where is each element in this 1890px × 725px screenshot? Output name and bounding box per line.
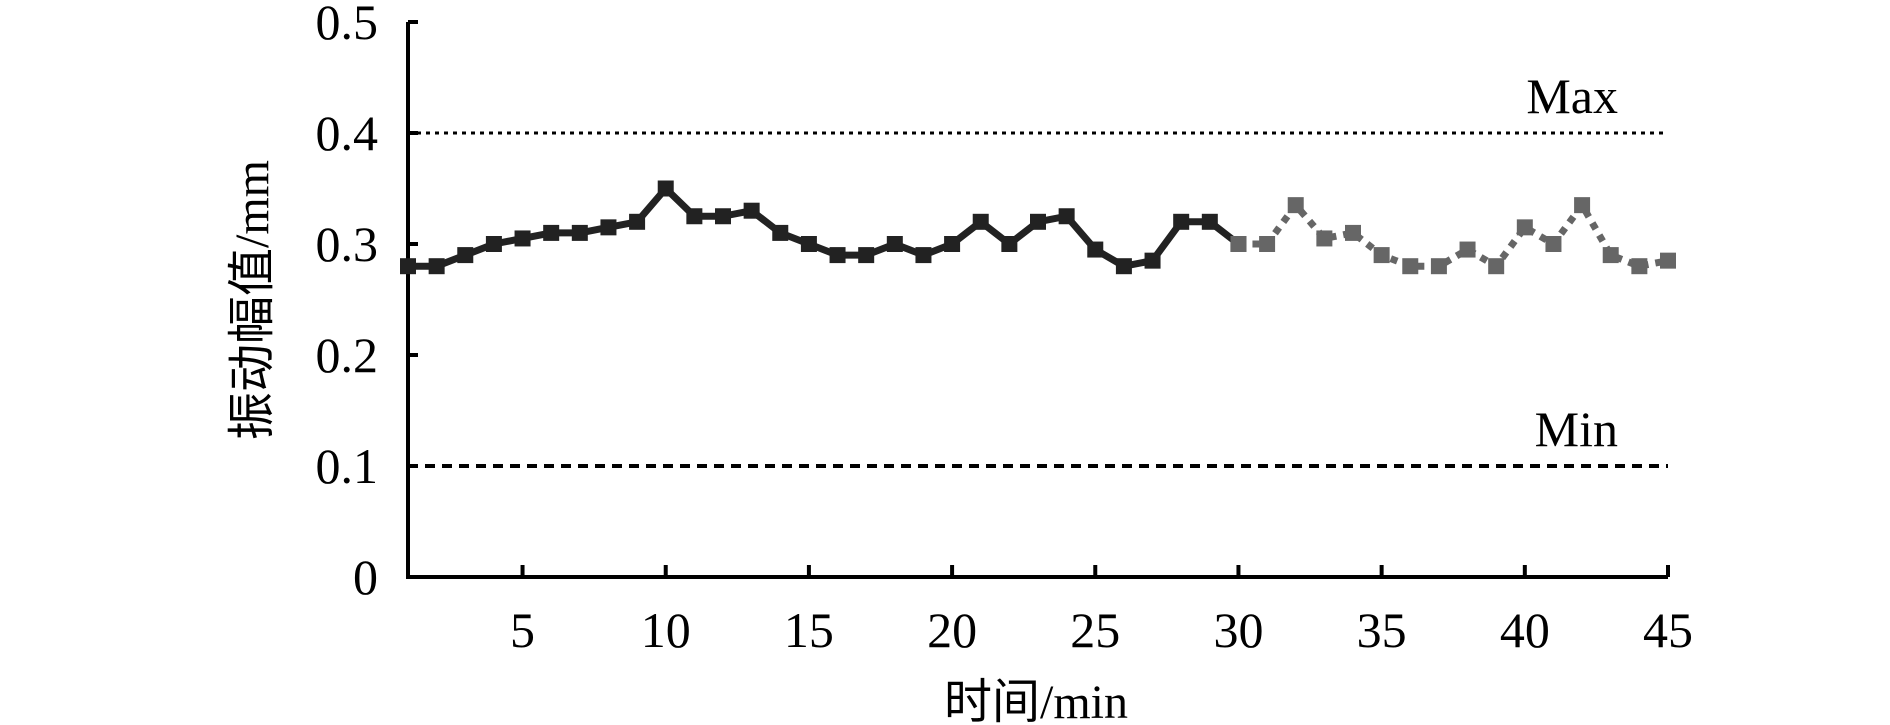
data-point xyxy=(1259,236,1276,252)
data-point xyxy=(1087,241,1104,258)
data-point xyxy=(829,247,846,264)
data-point xyxy=(1459,241,1476,258)
x-tick-label: 5 xyxy=(510,602,535,658)
data-point xyxy=(1660,252,1676,269)
x-tick-label: 20 xyxy=(927,602,977,658)
x-ticks: 5 10 15 20 25 30 35 40 45 xyxy=(510,565,1693,658)
data-point xyxy=(1115,258,1132,275)
data-point xyxy=(743,202,760,219)
data-point xyxy=(886,236,903,252)
y-axis-title: 振动幅值/mm xyxy=(226,160,279,440)
data-point xyxy=(915,247,932,264)
data-point xyxy=(514,230,531,247)
y-ticks: 0 0.1 0.2 0.3 0.4 0.5 xyxy=(316,0,418,605)
series-line-1 xyxy=(408,185,1241,270)
data-point xyxy=(543,224,560,241)
x-tick-label: 15 xyxy=(784,602,834,658)
data-point xyxy=(485,236,502,252)
data-point xyxy=(571,224,588,241)
y-tick-label: 0.1 xyxy=(316,438,379,494)
data-point xyxy=(1602,247,1619,264)
data-point xyxy=(972,213,989,230)
series-line-2 xyxy=(1238,201,1669,270)
x-axis-title: 时间/min xyxy=(944,676,1128,725)
data-point xyxy=(1058,208,1075,225)
x-tick-label: 45 xyxy=(1643,602,1693,658)
data-point xyxy=(1201,213,1218,230)
series-layer xyxy=(400,180,1676,275)
y-tick-label: 0 xyxy=(353,549,378,605)
data-point xyxy=(1516,219,1533,236)
x-tick-label: 10 xyxy=(641,602,691,658)
data-point xyxy=(1345,224,1361,241)
data-point xyxy=(1430,258,1447,275)
data-point xyxy=(457,247,474,264)
data-point xyxy=(858,247,875,264)
data-point xyxy=(715,208,731,225)
x-tick-label: 40 xyxy=(1500,602,1550,658)
y-tick-label: 0.3 xyxy=(316,216,379,272)
data-point xyxy=(800,236,817,252)
data-point xyxy=(657,180,674,197)
data-point xyxy=(1402,258,1419,275)
reference-lines: Max Min xyxy=(408,68,1668,468)
data-point xyxy=(686,208,703,225)
y-tick-label: 0.2 xyxy=(316,327,379,383)
data-point xyxy=(1287,197,1304,214)
axes xyxy=(406,22,1668,579)
data-point xyxy=(1230,236,1247,252)
data-point xyxy=(1316,230,1333,247)
data-point xyxy=(1001,236,1018,252)
data-point xyxy=(944,236,961,252)
data-point xyxy=(400,258,416,275)
x-tick-label: 35 xyxy=(1357,602,1407,658)
data-point xyxy=(1574,197,1591,214)
x-tick-label: 25 xyxy=(1070,602,1120,658)
data-point xyxy=(1030,213,1046,230)
data-point xyxy=(1488,258,1505,275)
y-tick-label: 0.5 xyxy=(316,0,379,50)
data-point xyxy=(1144,252,1161,269)
data-point xyxy=(1173,213,1190,230)
reference-label-max: Max xyxy=(1526,68,1618,124)
y-tick-label: 0.4 xyxy=(316,105,379,161)
data-point xyxy=(772,224,789,241)
data-point xyxy=(629,213,646,230)
data-point xyxy=(1545,236,1562,252)
data-point xyxy=(1631,258,1648,275)
data-point xyxy=(1373,247,1390,264)
x-tick-label: 30 xyxy=(1213,602,1263,658)
reference-label-min: Min xyxy=(1535,401,1618,457)
data-point xyxy=(428,258,445,275)
data-point xyxy=(600,219,617,236)
